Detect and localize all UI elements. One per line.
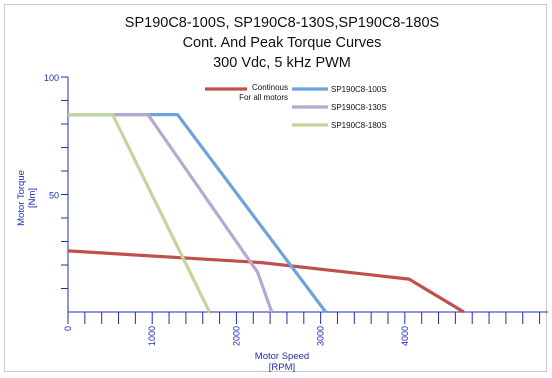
x-tick-label: 4000	[400, 326, 410, 346]
x-tick-label: 0	[63, 326, 73, 331]
legend-label-2: SP190C8-130S	[331, 103, 387, 112]
title-line-1: SP190C8-100S, SP190C8-130S,SP190C8-180S	[125, 15, 439, 31]
chart-title: SP190C8-100S, SP190C8-130S,SP190C8-180S …	[125, 15, 439, 71]
y-axis-label-line-1: Motor Torque	[16, 170, 27, 226]
title-line-2: Cont. And Peak Torque Curves	[183, 35, 382, 51]
x-tick-label: 2000	[231, 326, 241, 346]
series-line-2	[68, 112, 274, 313]
legend-label-1: SP190C8-100S	[331, 85, 387, 94]
series-line-0	[67, 249, 465, 314]
series-line-3	[68, 112, 211, 313]
y-tick-label: 100	[44, 73, 59, 83]
chart-frame	[4, 4, 547, 372]
series-line-1	[68, 112, 327, 313]
series-lines	[67, 112, 465, 314]
y-axis-label-line-2: [Nm]	[27, 188, 38, 208]
x-axis-label-line-1: Motor Speed	[255, 351, 309, 362]
y-axis-title: Motor Torque [Nm]	[16, 170, 38, 226]
y-tick-label: 50	[49, 191, 59, 201]
title-line-3: 300 Vdc, 5 kHz PWM	[213, 55, 351, 71]
legend-label-3: SP190C8-180S	[331, 121, 387, 130]
x-axis-title: Motor Speed [RPM]	[255, 351, 309, 373]
legend-label-0: For all motors	[239, 93, 288, 102]
x-tick-label: 1000	[147, 326, 157, 346]
x-tick-label: 3000	[316, 326, 326, 346]
x-axis-label-line-2: [RPM]	[269, 362, 295, 373]
ticks: 0 1000 2000 3000 4000 50 100	[44, 73, 541, 346]
legend-label-0: Continous	[252, 83, 288, 92]
axes	[67, 77, 548, 313]
